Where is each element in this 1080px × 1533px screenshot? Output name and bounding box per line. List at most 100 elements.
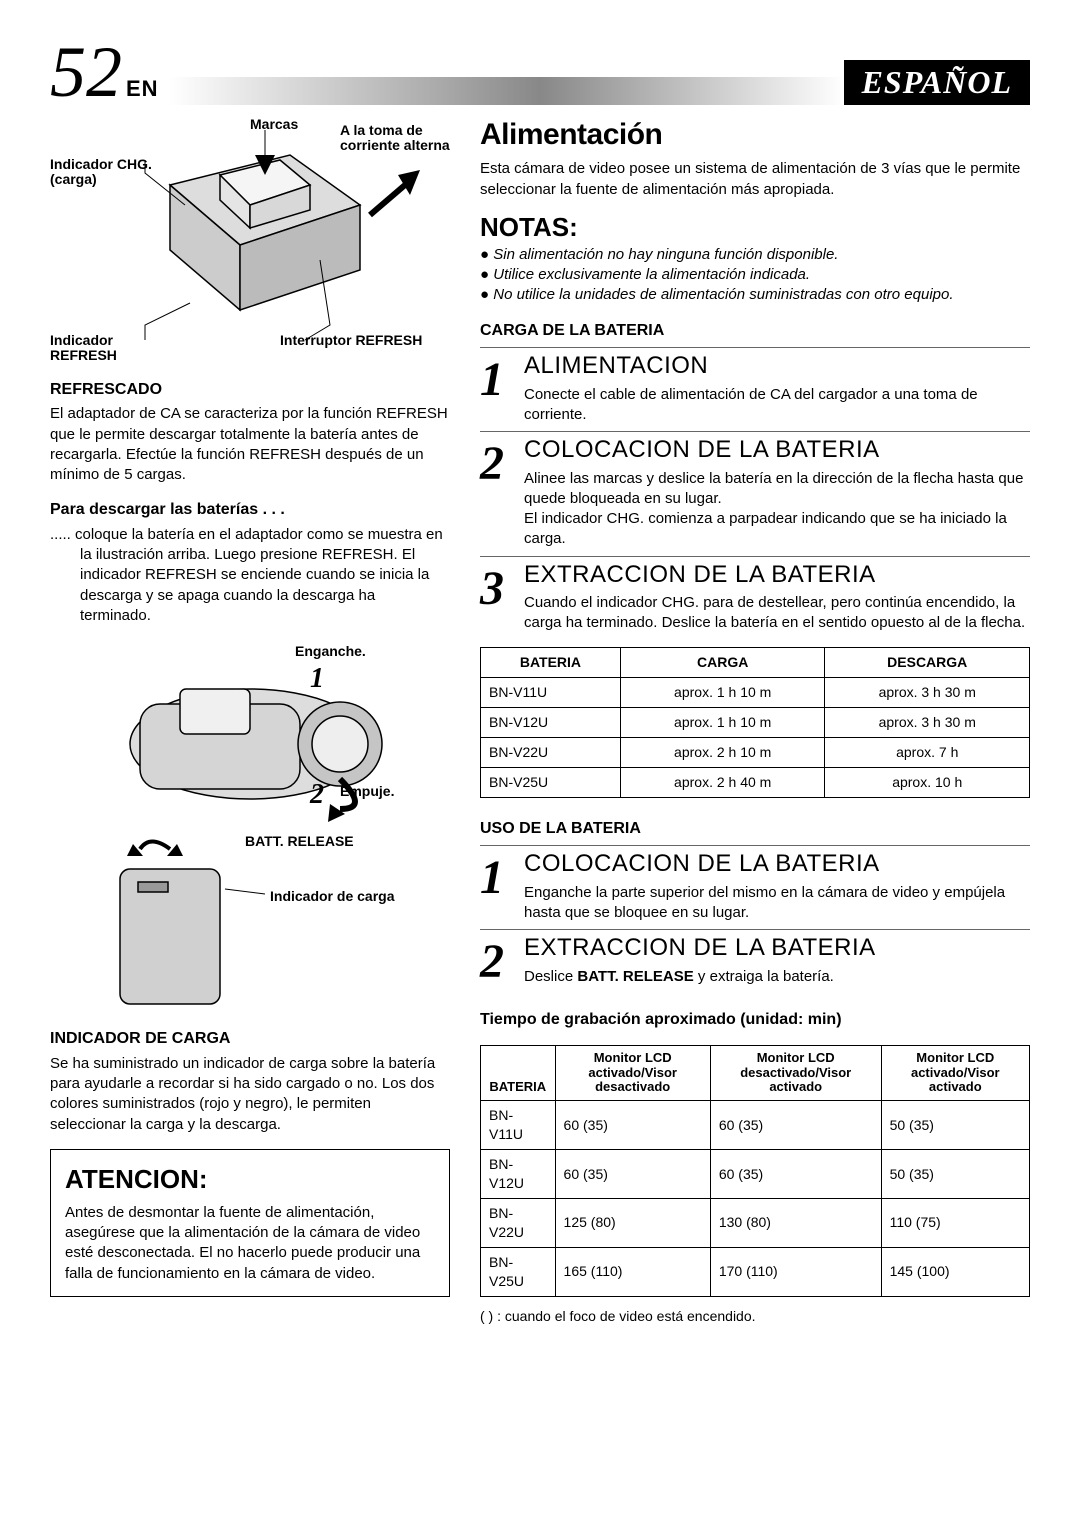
text: Deslice [524, 968, 577, 985]
step-body: Cuando el indicador CHG. para de destell… [524, 593, 1030, 634]
th-col1: Monitor LCD activado/Visor desactivado [555, 1045, 710, 1101]
notas-list: Sin alimentación no hay ninguna función … [480, 245, 1030, 306]
step-body: Enganche la parte superior del mismo en … [524, 883, 1030, 924]
label-chg: Indicador CHG. (carga) [50, 157, 180, 188]
label-toma: A la toma de corriente alterna [340, 123, 460, 154]
uso-label: USO DE LA BATERIA [480, 818, 1030, 840]
charger-diagram: Marcas A la toma de corriente alterna In… [50, 115, 450, 365]
cell: aprox. 3 h 30 m [825, 708, 1030, 738]
step-body: Alinee las marcas y deslice la batería e… [524, 469, 1030, 510]
uso-step-1: 1 COLOCACION DE LA BATERIA Enganche la p… [480, 845, 1030, 923]
cell: 145 (100) [881, 1247, 1029, 1296]
step-body: Deslice BATT. RELEASE y extraiga la bate… [524, 967, 1030, 987]
cell: 60 (35) [555, 1101, 710, 1150]
para-descargar-heading: Para descargar las baterías . . . [50, 499, 450, 521]
nota-item: No utilice la unidades de alimentación s… [480, 285, 1030, 305]
table2-caption: Tiempo de grabación aproximado (unidad: … [480, 1009, 1030, 1031]
cell: BN-V12U [481, 1150, 556, 1199]
atencion-body: Antes de desmontar la fuente de alimenta… [65, 1203, 435, 1284]
header-gradient [169, 77, 844, 105]
step-body: Conecte el cable de alimentación de CA d… [524, 385, 1030, 426]
cell: aprox. 2 h 10 m [620, 738, 825, 768]
cell: BN-V22U [481, 1198, 556, 1247]
cell: BN-V25U [481, 1247, 556, 1296]
th-bateria: BATERIA [481, 1045, 556, 1101]
uso-step-2: 2 EXTRACCION DE LA BATERIA Deslice BATT.… [480, 929, 1030, 987]
step-number: 3 [480, 565, 524, 634]
refrescado-body: El adaptador de CA se caracteriza por la… [50, 404, 450, 485]
th-col3: Monitor LCD activado/Visor activado [881, 1045, 1029, 1101]
cell: BN-V11U [481, 678, 621, 708]
step-title: COLOCACION DE LA BATERIA [524, 434, 1030, 466]
th-bateria: BATERIA [481, 648, 621, 678]
camera-diagram: Enganche. 1 2 Empuje. BATT. RELEASE Indi… [50, 634, 450, 1014]
label-empuje: Empuje. [340, 784, 394, 799]
cell: aprox. 10 h [825, 767, 1030, 797]
cell: 60 (35) [555, 1150, 710, 1199]
page-number: 52 [50, 40, 122, 105]
table-footnote: ( ) : cuando el foco de video está encen… [480, 1307, 1030, 1326]
text: y extraiga la batería. [694, 968, 834, 985]
nota-item: Utilice exclusivamente la alimentación i… [480, 265, 1030, 285]
cell: aprox. 2 h 40 m [620, 767, 825, 797]
cell: aprox. 3 h 30 m [825, 678, 1030, 708]
notas-title: NOTAS: [480, 210, 1030, 245]
cell: 60 (35) [710, 1101, 881, 1150]
camera-illustration [50, 634, 450, 1014]
carga-label: CARGA DE LA BATERIA [480, 320, 1030, 342]
step-number: 2 [480, 440, 524, 549]
indicador-carga-body: Se ha suministrado un indicador de carga… [50, 1054, 450, 1135]
cell: BN-V11U [481, 1101, 556, 1150]
left-column: Marcas A la toma de corriente alterna In… [50, 115, 450, 1326]
para-descargar-body: ..... coloque la batería en el adaptador… [80, 525, 450, 626]
lang-code: EN [126, 76, 159, 102]
indicador-carga-heading: INDICADOR DE CARGA [50, 1028, 450, 1050]
atencion-box: ATENCION: Antes de desmontar la fuente d… [50, 1149, 450, 1297]
step-title: EXTRACCION DE LA BATERIA [524, 932, 1030, 964]
cell: 50 (35) [881, 1150, 1029, 1199]
th-descarga: DESCARGA [825, 648, 1030, 678]
alimentacion-body: Esta cámara de video posee un sistema de… [480, 159, 1030, 200]
atencion-title: ATENCION: [65, 1162, 435, 1197]
nota-item: Sin alimentación no hay ninguna función … [480, 245, 1030, 265]
label-batt-release: BATT. RELEASE [245, 834, 354, 849]
step-3: 3 EXTRACCION DE LA BATERIA Cuando el ind… [480, 556, 1030, 634]
label-marcas: Marcas [250, 117, 298, 132]
th-col2: Monitor LCD desactivado/Visor activado [710, 1045, 881, 1101]
language-badge: ESPAÑOL [844, 60, 1030, 105]
cell: 125 (80) [555, 1198, 710, 1247]
alimentacion-title: Alimentación [480, 115, 1030, 156]
refrescado-heading: REFRESCADO [50, 379, 450, 401]
th-carga: CARGA [620, 648, 825, 678]
cell: BN-V22U [481, 738, 621, 768]
step-1: 1 ALIMENTACION Conecte el cable de alime… [480, 347, 1030, 425]
step-2-callout: 2 [310, 780, 324, 811]
cell: 165 (110) [555, 1247, 710, 1296]
cell: 130 (80) [710, 1198, 881, 1247]
step-number: 1 [480, 356, 524, 425]
cell: 170 (110) [710, 1247, 881, 1296]
step-title: ALIMENTACION [524, 350, 1030, 382]
cell: aprox. 1 h 10 m [620, 678, 825, 708]
label-indicador-carga: Indicador de carga [270, 889, 394, 904]
recording-time-table: BATERIA Monitor LCD activado/Visor desac… [480, 1045, 1030, 1297]
label-int-refresh: Interruptor REFRESH [280, 333, 422, 348]
step-number: 2 [480, 938, 524, 987]
step-title: EXTRACCION DE LA BATERIA [524, 559, 1030, 591]
cell: BN-V25U [481, 767, 621, 797]
cell: aprox. 1 h 10 m [620, 708, 825, 738]
page-header: 52 EN ESPAÑOL [50, 40, 1030, 105]
cell: BN-V12U [481, 708, 621, 738]
text-bold: BATT. RELEASE [577, 968, 693, 985]
cell: 50 (35) [881, 1101, 1029, 1150]
cell: aprox. 7 h [825, 738, 1030, 768]
step-2: 2 COLOCACION DE LA BATERIA Alinee las ma… [480, 431, 1030, 549]
step-number: 1 [480, 854, 524, 923]
cell: 60 (35) [710, 1150, 881, 1199]
step-1-callout: 1 [310, 664, 324, 695]
label-ind-refresh: Indicador REFRESH [50, 333, 150, 364]
label-enganche: Enganche. [295, 644, 366, 659]
charge-table: BATERIA CARGA DESCARGA BN-V11Uaprox. 1 h… [480, 647, 1030, 797]
page-number-block: 52 EN [50, 40, 159, 105]
cell: 110 (75) [881, 1198, 1029, 1247]
